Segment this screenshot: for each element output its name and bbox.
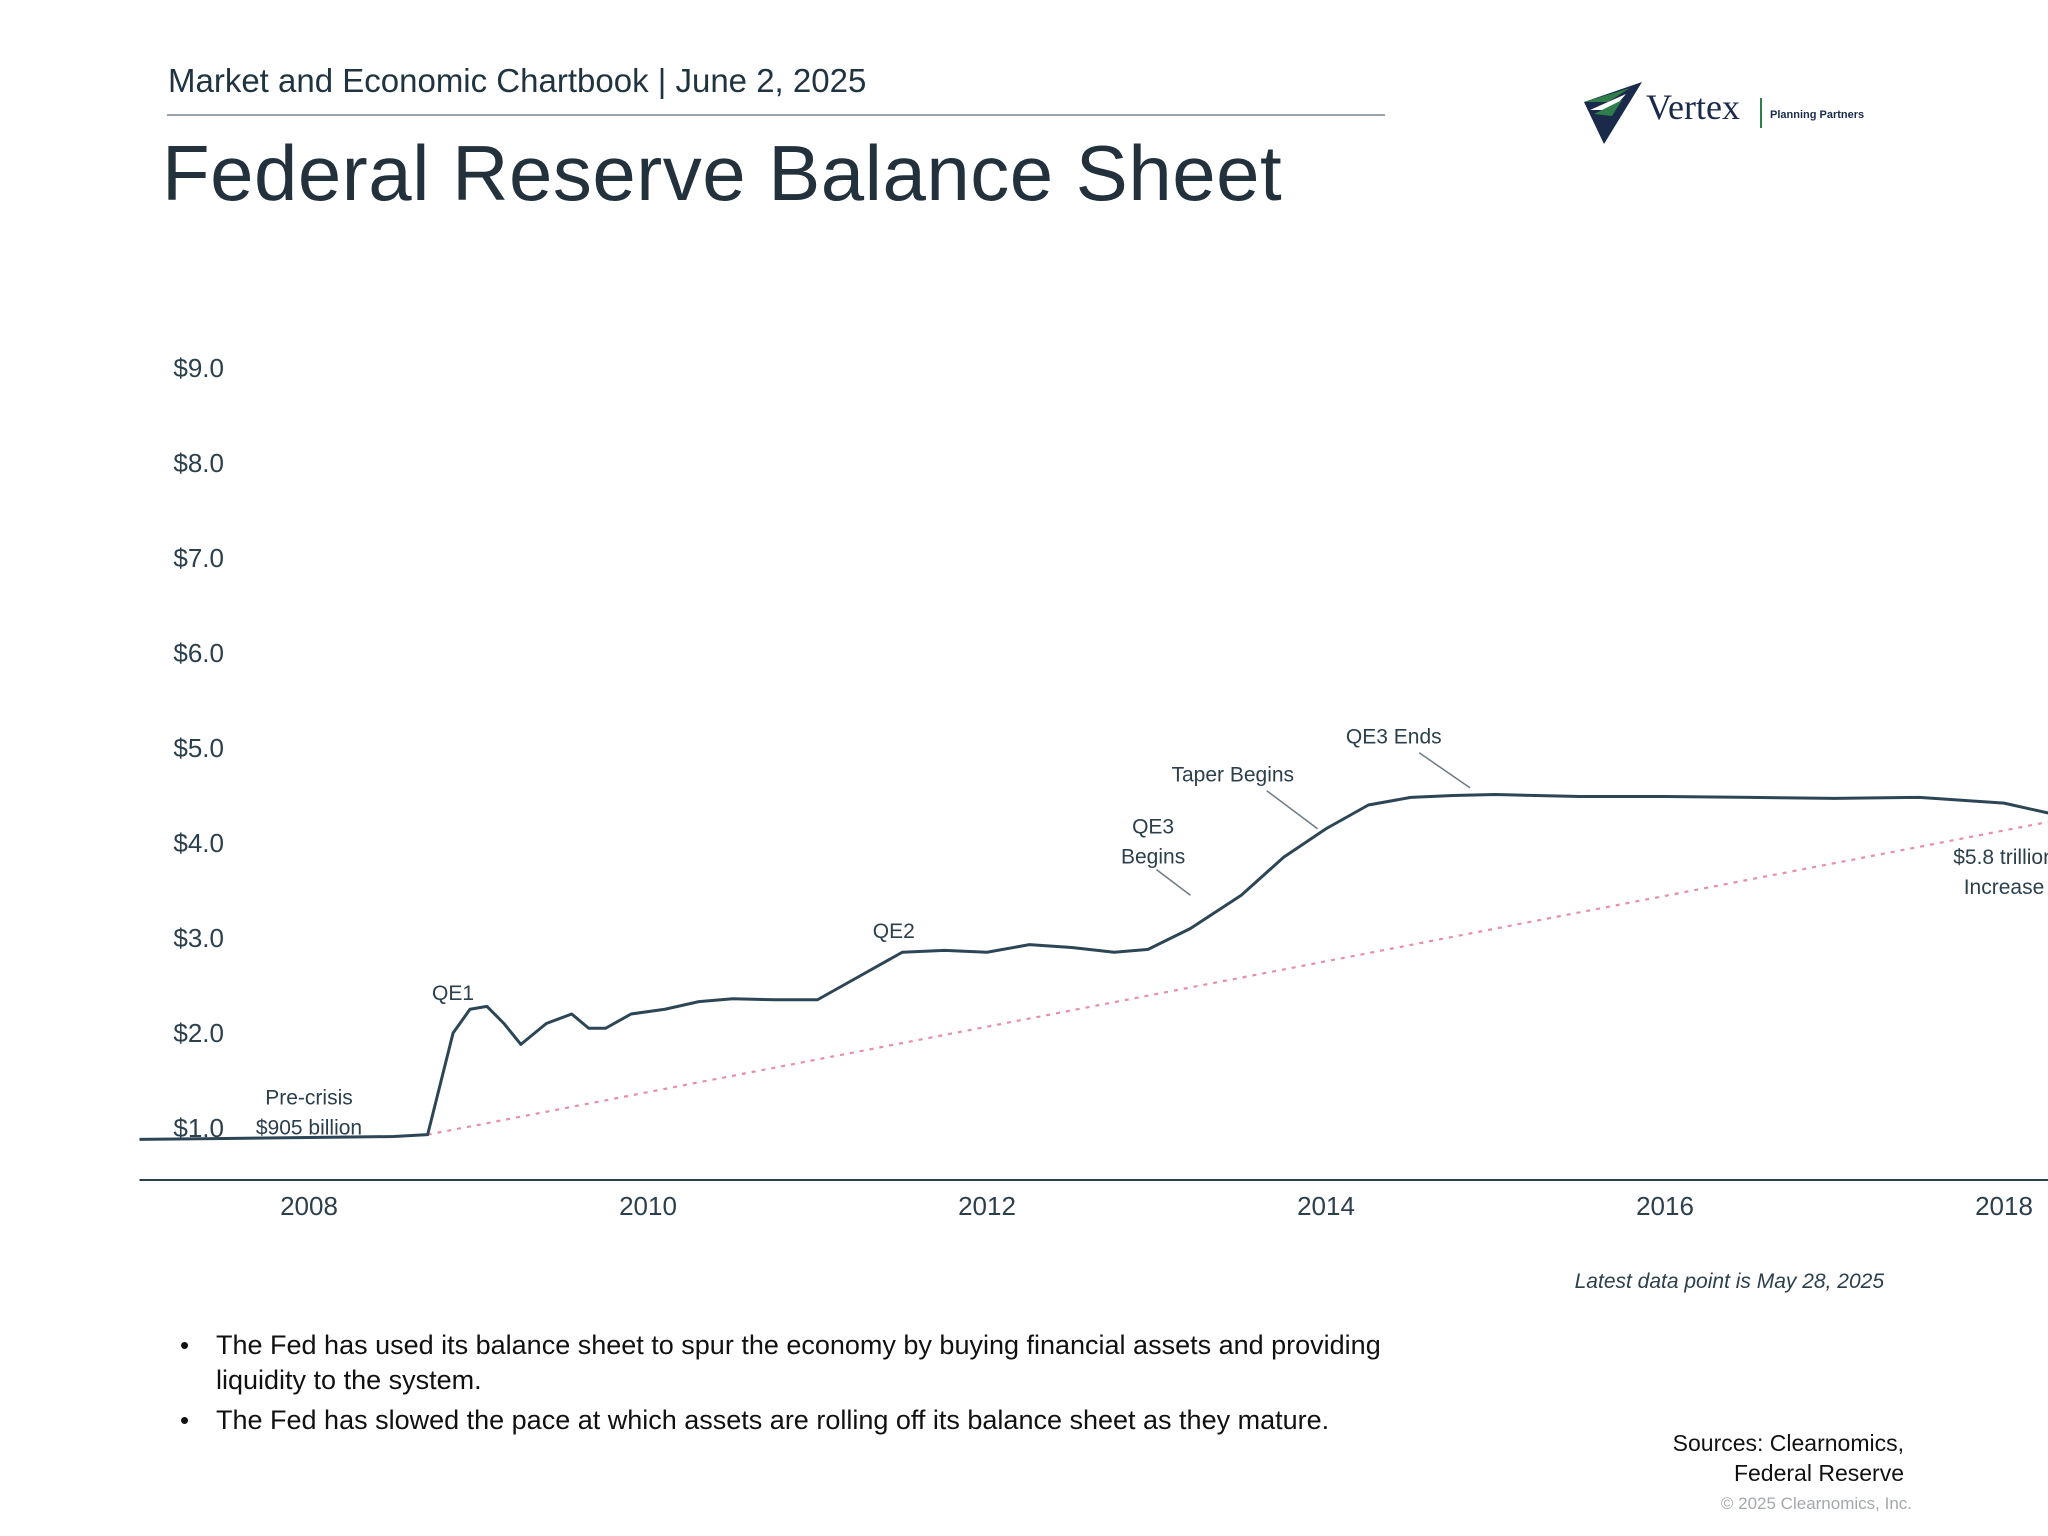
bullet-item: • The Fed has slowed the pace at which as… xyxy=(178,1403,1398,1438)
y-tick-label-8: $9.0 xyxy=(173,353,224,383)
y-axis-ticks: $1.0$2.0$3.0$4.0$5.0$6.0$7.0$8.0$9.0 xyxy=(173,353,224,1143)
vertex-chevron-icon xyxy=(1584,82,1642,144)
annotation-qe2: QE2 xyxy=(873,920,915,943)
y-tick-label-7: $8.0 xyxy=(173,448,224,478)
page-title: Federal Reserve Balance Sheet xyxy=(162,129,1283,217)
sources-note: Sources: Clearnomics, Federal Reserve xyxy=(1504,1428,1904,1488)
sources-line-1: Sources: Clearnomics, xyxy=(1672,1430,1904,1456)
y-tick-label-5: $6.0 xyxy=(173,638,224,668)
latest-data-note: Latest data point is May 28, 2025 xyxy=(1574,1270,1884,1293)
annotation-layer: Pre-crisis $905 billion QE1 QE2 QE3 Begins Tap… xyxy=(256,725,2048,1139)
bullet-dot-icon: • xyxy=(180,1405,190,1435)
series-layer xyxy=(139,793,2048,1141)
y-tick-label-6: $7.0 xyxy=(173,543,224,573)
vertex-logo: Vertex Planning Partners xyxy=(1582,80,1882,146)
trend-line-increase xyxy=(427,820,2048,1136)
bullet-text: The Fed has used its balance sheet to sp… xyxy=(216,1330,1381,1395)
annotation-qe3-ends: QE3 Ends xyxy=(1346,725,1442,748)
balance-sheet-line xyxy=(139,793,2048,1141)
x-tick-label-4: 2016 xyxy=(1636,1191,1694,1221)
bullet-item: • The Fed has used its balance sheet to s… xyxy=(178,1328,1398,1398)
key-points-list: • The Fed has used its balance sheet to s… xyxy=(178,1328,1398,1443)
y-tick-label-4: $5.0 xyxy=(173,733,224,763)
x-tick-label-1: 2010 xyxy=(619,1191,677,1221)
sources-line-2: Federal Reserve xyxy=(1733,1460,1904,1486)
pointer-qe3-begins xyxy=(1156,869,1191,896)
balance-sheet-chart: $1.0$2.0$3.0$4.0$5.0$6.0$7.0$8.0$9.0 200… xyxy=(139,353,2048,1221)
copyright-note: © 2025 Clearnomics, Inc. xyxy=(1720,1494,1912,1513)
annotation-taper-begins: Taper Begins xyxy=(1171,763,1294,786)
annotation-qe3-begins: QE3 Begins xyxy=(1121,816,1185,869)
logo-divider xyxy=(1760,98,1762,128)
x-tick-label-2: 2012 xyxy=(958,1191,1016,1221)
bullet-dot-icon: • xyxy=(180,1330,190,1360)
annotation-pre-crisis: Pre-crisis $905 billion xyxy=(256,1086,362,1139)
bullet-text: The Fed has slowed the pace at which ass… xyxy=(216,1405,1330,1435)
x-tick-label-0: 2008 xyxy=(280,1191,338,1221)
chartbook-subtitle: Market and Economic Chartbook | June 2, … xyxy=(168,62,867,99)
x-tick-label-3: 2014 xyxy=(1297,1191,1355,1221)
header-divider xyxy=(167,114,1385,116)
annotation-qe1: QE1 xyxy=(432,982,474,1005)
logo-wordmark: Vertex xyxy=(1646,87,1740,127)
pointer-qe3-ends xyxy=(1418,752,1471,789)
x-tick-label-5: 2018 xyxy=(1975,1191,2033,1221)
pointer-taper-begins xyxy=(1266,790,1318,830)
annotation-increase: $5.8 trillion Increase xyxy=(1953,846,2048,899)
y-tick-label-3: $4.0 xyxy=(173,828,224,858)
logo-tagline: Planning Partners xyxy=(1770,109,1865,121)
x-axis-ticks: 2008201020122014201620182020202220242026 xyxy=(280,1191,2033,1221)
y-tick-label-2: $3.0 xyxy=(173,923,224,953)
y-tick-label-1: $2.0 xyxy=(173,1018,224,1048)
